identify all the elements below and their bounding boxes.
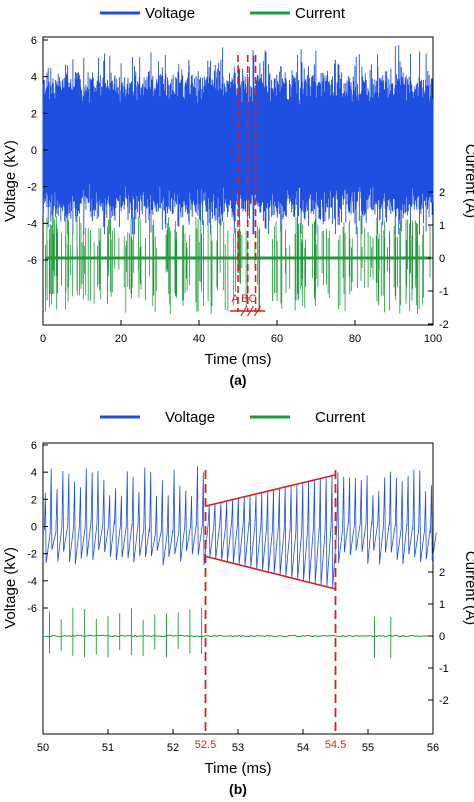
marker-label: A: [231, 293, 239, 305]
y-tick-label: -2: [27, 182, 37, 194]
chart-b: 52.5 54.5 50 51 52 53 54 55 56 6 4 2 0 -2 -4 -6 2 1 0 -1…: [2, 440, 474, 797]
y-tick-label: 2: [31, 108, 37, 120]
y-right-ticks-b: 2 1 0 -1 -2: [428, 567, 449, 707]
y-left-ticks-a: 6 4 2 0 -2 -4 -6: [27, 35, 48, 267]
y-right-tick-label: 0: [439, 253, 445, 265]
y-right-tick-label: -2: [439, 319, 449, 331]
y-tick-label: 2: [31, 494, 37, 506]
voltage-trace-a: [42, 45, 434, 235]
marker-label: C: [249, 293, 257, 305]
y-right-tick-label: 2: [439, 567, 445, 579]
y-right-tick-label: -1: [439, 663, 449, 675]
marker-tick: [240, 305, 248, 317]
x-tick-label: 51: [102, 742, 114, 754]
marker-label: 54.5: [325, 739, 346, 751]
y-tick-label: 0: [31, 145, 37, 157]
y-right-tick-label: -1: [439, 286, 449, 298]
x-tick-label: 56: [427, 742, 439, 754]
y-right-tick-label: 2: [439, 187, 445, 199]
y-axis-label-right-a: Current (A): [462, 144, 474, 218]
legend-current-label: Current: [295, 5, 346, 22]
x-ticks-b: 50 51 52 53 54 55 56: [37, 729, 439, 754]
x-tick-label: 0: [40, 333, 46, 345]
x-tick-label: 60: [271, 333, 283, 345]
marker-label: 52.5: [195, 739, 216, 751]
x-tick-label: 20: [115, 333, 127, 345]
envelope-upper: [205, 474, 336, 507]
y-axis-label-left-b: Voltage (kV): [2, 547, 19, 629]
y-tick-label: 0: [31, 522, 37, 534]
y-tick-label: 6: [31, 440, 37, 452]
legend-voltage-label: Voltage: [145, 5, 195, 22]
y-tick-label: 4: [31, 72, 37, 84]
y-right-ticks-a: 2 1 0 -1 -2: [428, 187, 449, 331]
y-tick-label: -2: [27, 549, 37, 561]
x-tick-label: 80: [349, 333, 361, 345]
current-series-a: [45, 215, 431, 315]
y-right-tick-label: 0: [439, 631, 445, 643]
panel-label-b: (b): [229, 781, 247, 797]
legend-current-label-b: Current: [315, 409, 366, 426]
x-tick-label: 40: [193, 333, 205, 345]
x-tick-label: 55: [362, 742, 374, 754]
y-tick-label: -6: [27, 255, 37, 267]
y-right-tick-label: 1: [439, 599, 445, 611]
y-tick-label: 4: [31, 467, 37, 479]
legend-bottom: Voltage Current: [100, 409, 366, 426]
markers-b: 52.5 54.5: [195, 470, 346, 751]
x-tick-label: 53: [232, 742, 244, 754]
x-tick-label: 100: [424, 333, 442, 345]
marker-label: B: [241, 293, 248, 305]
y-tick-label: 6: [31, 35, 37, 47]
panel-label-a: (a): [229, 372, 246, 388]
y-tick-label: -4: [27, 218, 37, 230]
x-tick-label: 50: [37, 742, 49, 754]
marker-tick: [246, 305, 254, 317]
y-right-tick-label: 1: [439, 220, 445, 232]
x-axis-label-a: Time (ms): [205, 351, 272, 368]
x-tick-label: 54: [297, 742, 309, 754]
legend-top: Voltage Current: [100, 5, 346, 22]
voltage-series-b: [43, 466, 437, 588]
voltage-trace-b: [43, 466, 437, 588]
y-right-tick-label: -2: [439, 695, 449, 707]
y-tick-label: -6: [27, 603, 37, 615]
marker-tick: [253, 305, 262, 317]
voltage-series-a: [42, 45, 434, 235]
x-tick-label: 52: [167, 742, 179, 754]
current-series-b: [49, 607, 392, 659]
current-trace-b: [44, 607, 430, 659]
y-axis-label-right-b: Current (A): [462, 551, 474, 625]
y-axis-label-left-a: Voltage (kV): [2, 140, 19, 222]
current-baseline-b: [44, 634, 430, 638]
x-ticks-a: 0 20 40 60 80 100: [40, 320, 442, 345]
plot-frame-b: [42, 442, 434, 735]
x-axis-label-b: Time (ms): [205, 760, 272, 777]
legend-voltage-label-b: Voltage: [165, 409, 215, 426]
envelope-lower: [205, 555, 336, 590]
y-left-ticks-b: 6 4 2 0 -2 -4 -6: [27, 440, 48, 615]
y-tick-label: -4: [27, 576, 37, 588]
